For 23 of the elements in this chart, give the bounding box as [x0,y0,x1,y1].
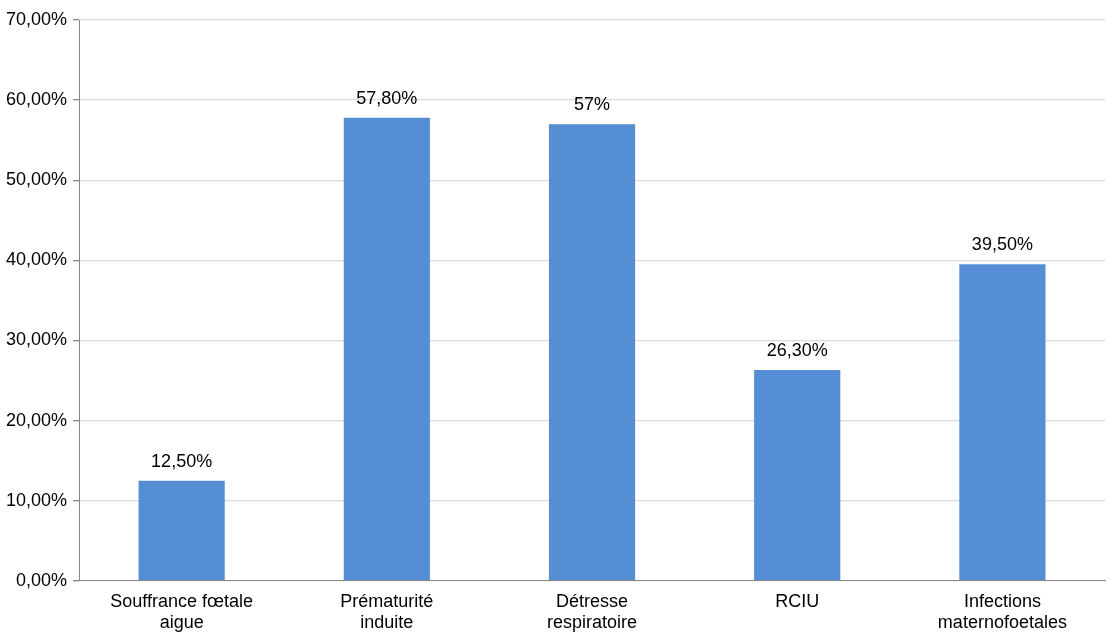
bar [343,117,430,581]
bar [548,124,636,581]
y-tick-label: 30,00% [5,329,68,350]
data-label: 57% [574,94,611,115]
x-tick-label: Prématurité induite [340,590,434,633]
y-tick-label: 10,00% [5,489,68,510]
y-tick-label: 20,00% [5,409,68,430]
y-tick-label: 60,00% [5,89,68,110]
y-tick-label: 0,00% [16,569,68,590]
data-label: 39,50% [971,234,1033,255]
bar [754,370,841,581]
data-label: 57,80% [356,87,418,108]
x-tick-label: RCIU [775,590,820,611]
data-label: 12,50% [151,450,213,471]
bar [959,264,1046,581]
x-tick-label: Détresse respiratoire [547,590,638,633]
x-tick-label: Souffrance fœtale aigue [110,590,254,633]
y-tick-label: 70,00% [5,8,68,29]
y-tick-label: 40,00% [5,249,68,270]
y-tick-label: 50,00% [5,169,68,190]
data-label: 26,30% [766,340,828,361]
bar [138,480,225,581]
x-tick-label: Infections maternofoetales [937,590,1067,633]
